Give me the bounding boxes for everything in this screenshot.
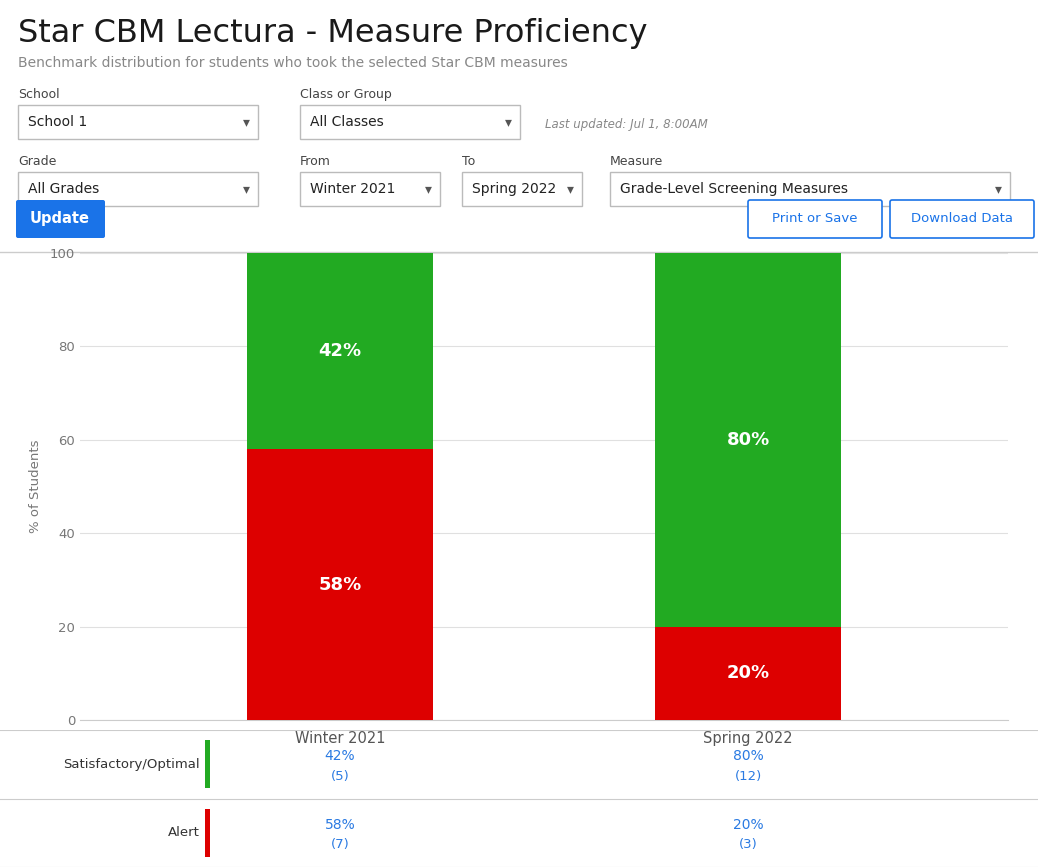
Text: (12): (12): [735, 770, 762, 783]
Text: 80%: 80%: [733, 749, 764, 763]
Text: (3): (3): [739, 838, 758, 851]
Text: ▾: ▾: [994, 182, 1002, 196]
Text: All Classes: All Classes: [310, 115, 384, 129]
Text: Winter 2021: Winter 2021: [310, 182, 395, 196]
Text: 42%: 42%: [319, 342, 361, 360]
Text: Alert: Alert: [168, 826, 200, 839]
Text: 58%: 58%: [319, 576, 361, 594]
Y-axis label: % of Students: % of Students: [29, 440, 42, 533]
Text: (5): (5): [330, 770, 349, 783]
Text: Measure: Measure: [610, 155, 663, 168]
FancyBboxPatch shape: [610, 172, 1010, 206]
Text: School 1: School 1: [28, 115, 87, 129]
Text: Grade: Grade: [18, 155, 56, 168]
Bar: [247, 449, 433, 720]
FancyBboxPatch shape: [462, 172, 582, 206]
Text: Spring 2022: Spring 2022: [472, 182, 556, 196]
Text: ▾: ▾: [243, 182, 249, 196]
Bar: [655, 627, 841, 720]
Text: Star CBM Lectura - Measure Proficiency: Star CBM Lectura - Measure Proficiency: [18, 18, 648, 49]
FancyBboxPatch shape: [16, 200, 105, 238]
Text: (7): (7): [330, 838, 349, 851]
Text: 58%: 58%: [325, 818, 355, 831]
Text: 20%: 20%: [727, 664, 770, 682]
FancyBboxPatch shape: [890, 200, 1034, 238]
Text: From: From: [300, 155, 331, 168]
Text: 80%: 80%: [727, 431, 770, 449]
Text: To: To: [462, 155, 475, 168]
FancyBboxPatch shape: [300, 172, 440, 206]
FancyBboxPatch shape: [18, 105, 258, 139]
FancyBboxPatch shape: [18, 172, 258, 206]
Text: Last updated: Jul 1, 8:00AM: Last updated: Jul 1, 8:00AM: [545, 118, 708, 131]
Text: ▾: ▾: [425, 182, 432, 196]
Text: 20%: 20%: [733, 818, 764, 831]
Bar: [204, 740, 210, 788]
Text: All Grades: All Grades: [28, 182, 100, 196]
Text: ▾: ▾: [504, 115, 512, 129]
Text: 42%: 42%: [325, 749, 355, 763]
Text: ▾: ▾: [567, 182, 574, 196]
FancyBboxPatch shape: [300, 105, 520, 139]
Text: Satisfactory/Optimal: Satisfactory/Optimal: [63, 758, 200, 771]
Bar: [655, 253, 841, 627]
Text: Download Data: Download Data: [911, 212, 1013, 225]
Text: Print or Save: Print or Save: [772, 212, 857, 225]
Text: Update: Update: [30, 212, 90, 226]
Bar: [204, 809, 210, 857]
Text: Benchmark distribution for students who took the selected Star CBM measures: Benchmark distribution for students who …: [18, 56, 568, 70]
Bar: [247, 253, 433, 449]
Text: ▾: ▾: [243, 115, 249, 129]
Text: Class or Group: Class or Group: [300, 88, 391, 101]
Text: School: School: [18, 88, 59, 101]
Text: Grade-Level Screening Measures: Grade-Level Screening Measures: [620, 182, 848, 196]
FancyBboxPatch shape: [748, 200, 882, 238]
